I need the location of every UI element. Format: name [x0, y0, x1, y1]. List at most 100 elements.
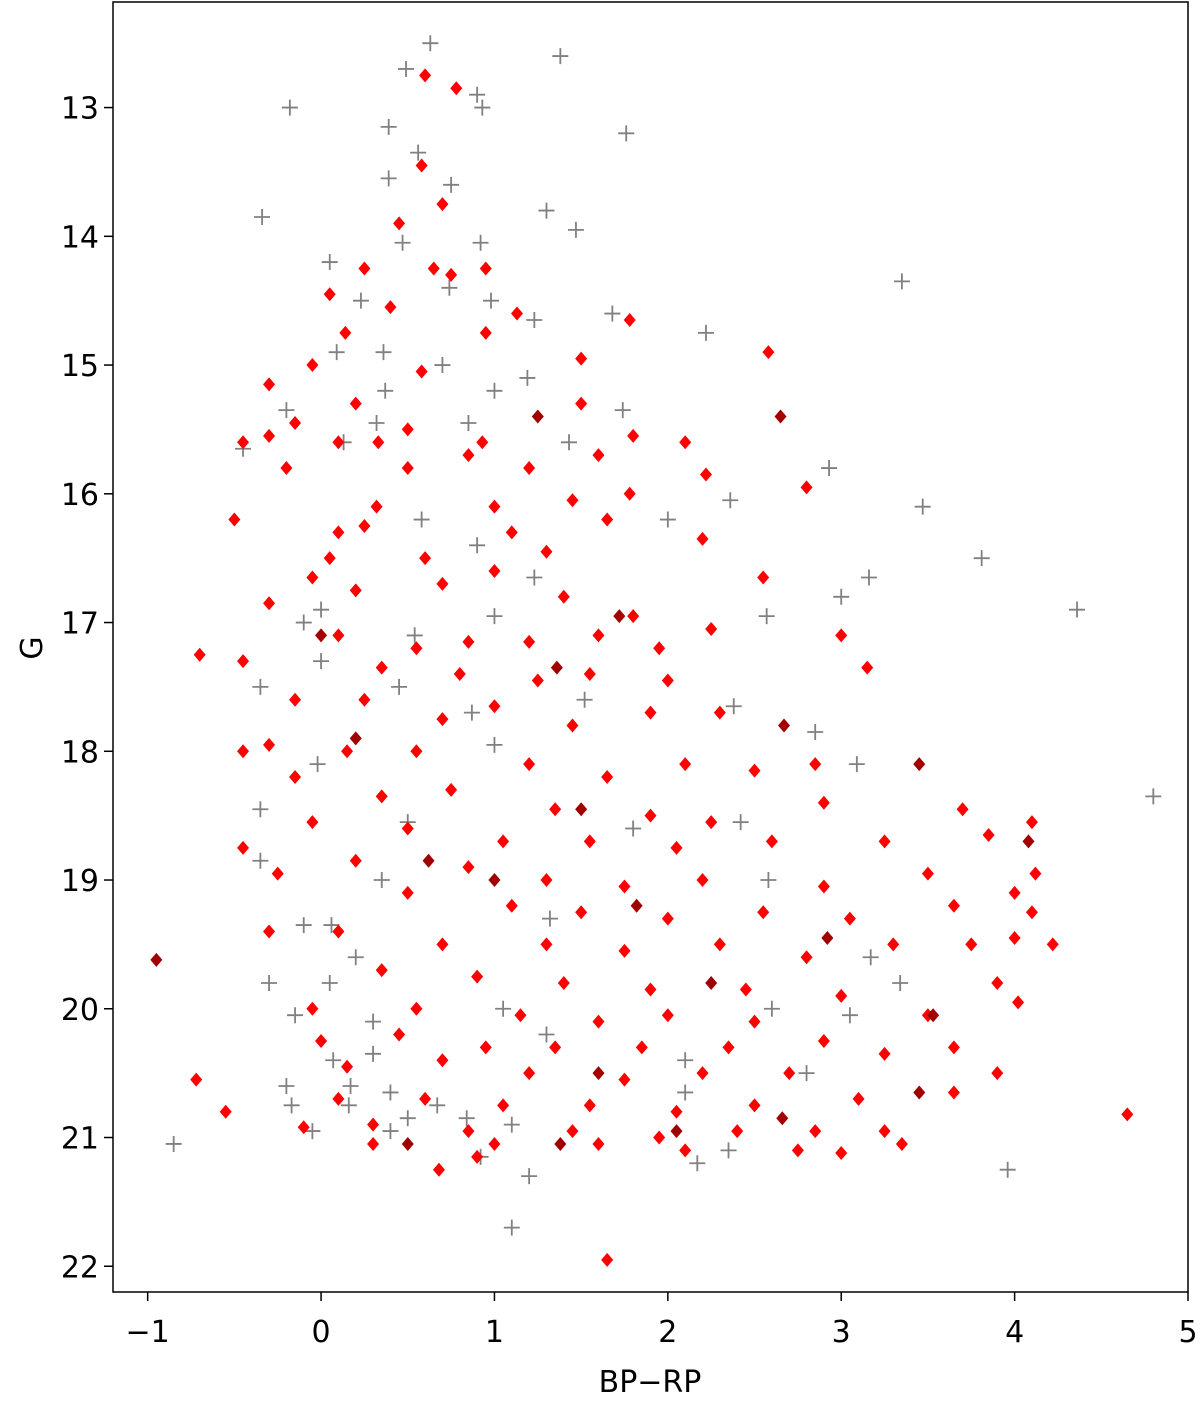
diamond-marker — [289, 692, 302, 707]
diamond-marker — [557, 589, 570, 604]
diamond-marker — [263, 924, 276, 939]
diamond-marker — [861, 660, 874, 675]
diamond-marker — [445, 267, 458, 282]
plus-marker — [848, 756, 865, 773]
diamond-marker — [618, 1072, 631, 1087]
diamond-marker — [237, 840, 250, 855]
diamond-marker — [627, 428, 640, 443]
plus-marker — [469, 537, 486, 554]
plus-marker — [541, 910, 558, 927]
x-tick-label: 5 — [1178, 1315, 1197, 1350]
diamond-marker — [679, 1143, 692, 1158]
plus-marker — [410, 144, 427, 161]
plus-marker — [482, 292, 499, 309]
diamond-marker — [306, 1001, 319, 1016]
diamond-marker — [644, 982, 657, 997]
diamond-marker — [592, 448, 605, 463]
plus-marker — [365, 1045, 382, 1062]
plus-marker — [472, 234, 489, 251]
diamond-marker — [323, 551, 336, 566]
plus-marker — [526, 569, 543, 586]
plus-marker — [441, 279, 458, 296]
diamond-marker — [436, 576, 449, 591]
x-axis-label: BP−RP — [599, 1365, 702, 1400]
y-tick-label: 13 — [61, 92, 99, 127]
y-tick-label: 20 — [61, 993, 99, 1028]
diamond-marker — [497, 834, 510, 849]
plus-marker — [429, 1097, 446, 1114]
diamond-marker — [488, 699, 501, 714]
diamond-marker — [415, 158, 428, 173]
diamond-marker — [670, 1124, 683, 1139]
plus-marker — [618, 125, 635, 142]
diamond-marker — [947, 898, 960, 913]
diamond-marker — [228, 512, 241, 527]
diamond-marker — [878, 834, 891, 849]
plus-marker — [722, 492, 739, 509]
diamond-marker — [1025, 815, 1038, 830]
x-tick-label: 0 — [312, 1315, 331, 1350]
y-tick-label: 19 — [61, 864, 99, 899]
diamond-marker — [705, 621, 718, 636]
diamond-marker — [436, 197, 449, 212]
plus-marker — [373, 872, 390, 889]
plus-marker — [561, 434, 578, 451]
diamond-marker — [575, 351, 588, 366]
diamond-marker — [557, 976, 570, 991]
x-tick-label: −1 — [126, 1315, 170, 1350]
plus-marker — [821, 460, 838, 477]
plus-marker — [313, 653, 330, 670]
plus-marker — [486, 608, 503, 625]
diamond-marker — [699, 467, 712, 482]
diamond-marker — [531, 409, 544, 424]
x-tick-label: 1 — [485, 1315, 504, 1350]
diamond-marker — [401, 821, 414, 836]
diamond-marker — [852, 1091, 865, 1106]
diamond-marker — [821, 930, 834, 945]
diamond-marker — [991, 1066, 1004, 1081]
diamond-marker — [427, 261, 440, 276]
plus-marker — [725, 698, 742, 715]
plus-marker — [434, 357, 451, 374]
plus-marker — [342, 1078, 359, 1095]
x-tick-label: 2 — [658, 1315, 677, 1350]
plus-marker — [399, 1110, 416, 1127]
y-tick-label: 16 — [61, 478, 99, 513]
diamond-marker — [237, 654, 250, 669]
diamond-marker — [679, 757, 692, 772]
diamond-marker — [592, 1014, 605, 1029]
diamond-marker — [661, 1008, 674, 1023]
diamond-marker — [1008, 885, 1021, 900]
diamond-marker — [323, 287, 336, 302]
diamond-marker — [1029, 866, 1042, 881]
diamond-marker — [341, 1059, 354, 1074]
diamond-marker — [190, 1072, 203, 1087]
diamond-marker — [748, 763, 761, 778]
diamond-marker — [757, 905, 770, 920]
diamond-marker — [630, 898, 643, 913]
plus-marker — [382, 1084, 399, 1101]
plus-marker — [406, 627, 423, 644]
diamond-marker — [947, 1085, 960, 1100]
diamond-marker — [315, 1033, 328, 1048]
plus-marker — [365, 1013, 382, 1030]
plus-marker — [443, 176, 460, 193]
diamond-marker — [422, 853, 435, 868]
plus-marker — [295, 614, 312, 631]
diamond-marker — [332, 525, 345, 540]
diamond-marker — [601, 1252, 614, 1267]
y-tick-label: 22 — [61, 1250, 99, 1285]
diamond-marker — [510, 306, 523, 321]
plus-marker — [391, 678, 408, 695]
diamond-marker — [601, 512, 614, 527]
plus-marker — [576, 691, 593, 708]
diamond-marker — [367, 1117, 380, 1132]
diamond-marker — [765, 834, 778, 849]
diamond-marker — [644, 808, 657, 823]
y-axis-label: G — [15, 636, 50, 659]
plus-marker — [860, 569, 877, 586]
diamond-marker — [696, 1066, 709, 1081]
plus-marker — [463, 704, 480, 721]
plus-marker — [323, 917, 340, 934]
y-tick-label: 14 — [61, 220, 99, 255]
